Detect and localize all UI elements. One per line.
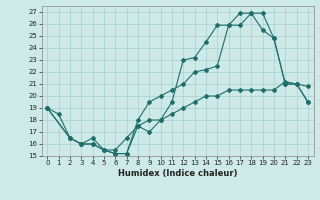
X-axis label: Humidex (Indice chaleur): Humidex (Indice chaleur) <box>118 169 237 178</box>
